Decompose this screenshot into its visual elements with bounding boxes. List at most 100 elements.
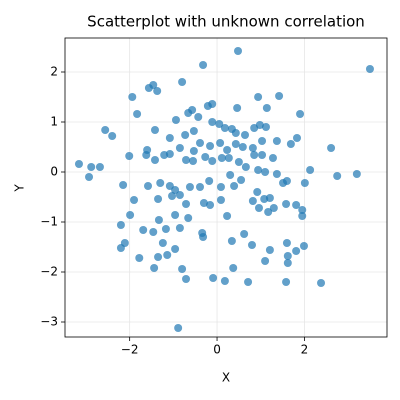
point bbox=[300, 179, 309, 187]
point bbox=[209, 274, 218, 282]
point bbox=[194, 113, 203, 121]
point bbox=[282, 239, 291, 247]
point bbox=[258, 151, 267, 159]
point bbox=[272, 170, 281, 178]
point bbox=[275, 92, 284, 100]
grid bbox=[65, 38, 387, 337]
x-tick-label: −2 bbox=[121, 343, 139, 357]
point bbox=[161, 225, 170, 233]
point bbox=[171, 186, 180, 194]
y-tick-label: 1 bbox=[50, 115, 58, 129]
point bbox=[171, 211, 180, 219]
point bbox=[153, 87, 162, 95]
point bbox=[233, 104, 242, 112]
point bbox=[215, 120, 224, 128]
point bbox=[231, 140, 240, 148]
point bbox=[156, 179, 165, 187]
x-tick-label: 2 bbox=[301, 343, 309, 357]
point bbox=[144, 84, 153, 92]
point bbox=[116, 221, 125, 229]
point bbox=[154, 195, 163, 203]
point bbox=[282, 200, 291, 208]
point bbox=[135, 254, 144, 262]
point bbox=[286, 140, 295, 148]
point bbox=[241, 131, 250, 139]
point bbox=[151, 156, 160, 164]
point bbox=[292, 134, 301, 142]
point bbox=[182, 275, 191, 283]
point bbox=[223, 212, 232, 220]
point bbox=[178, 78, 187, 86]
point bbox=[74, 160, 83, 168]
y-tick-label: −3 bbox=[40, 315, 58, 329]
point bbox=[238, 143, 247, 151]
y-tick-label: 0 bbox=[50, 165, 58, 179]
point bbox=[268, 154, 277, 162]
point bbox=[296, 110, 305, 118]
point bbox=[184, 109, 193, 117]
point bbox=[205, 177, 214, 185]
point bbox=[229, 264, 238, 272]
point bbox=[108, 132, 117, 140]
point bbox=[237, 176, 246, 184]
point bbox=[154, 253, 163, 261]
point bbox=[240, 230, 249, 238]
point bbox=[327, 144, 336, 152]
point bbox=[163, 251, 172, 259]
point bbox=[261, 257, 270, 265]
point bbox=[234, 158, 243, 166]
chart-title: Scatterplot with unknown correlation bbox=[87, 13, 365, 31]
point bbox=[85, 173, 94, 181]
point bbox=[119, 181, 128, 189]
point bbox=[150, 264, 159, 272]
x-tick-label: 0 bbox=[213, 343, 221, 357]
point bbox=[283, 259, 292, 267]
point bbox=[247, 241, 256, 249]
point bbox=[254, 204, 263, 212]
point bbox=[248, 144, 257, 152]
point bbox=[254, 166, 263, 174]
point bbox=[196, 183, 205, 191]
point bbox=[206, 201, 215, 209]
point bbox=[241, 163, 250, 171]
point bbox=[298, 206, 307, 214]
x-axis-label: X bbox=[222, 371, 230, 385]
point bbox=[298, 212, 307, 220]
point bbox=[189, 157, 198, 165]
point bbox=[265, 194, 274, 202]
point bbox=[306, 166, 315, 174]
point bbox=[282, 278, 291, 286]
point bbox=[189, 127, 198, 135]
points bbox=[74, 47, 374, 332]
point bbox=[248, 197, 257, 205]
plot-frame bbox=[64, 37, 388, 338]
y-axis-label: Y bbox=[13, 184, 27, 193]
point bbox=[149, 228, 158, 236]
point bbox=[208, 100, 217, 108]
point bbox=[258, 137, 267, 145]
point bbox=[199, 61, 208, 69]
point bbox=[168, 192, 177, 200]
point bbox=[130, 196, 139, 204]
point bbox=[199, 199, 208, 207]
point bbox=[230, 182, 239, 190]
point bbox=[220, 277, 229, 285]
point bbox=[254, 93, 263, 101]
point bbox=[171, 245, 180, 253]
point bbox=[95, 163, 104, 171]
point bbox=[128, 93, 137, 101]
point bbox=[151, 126, 160, 134]
point bbox=[265, 246, 274, 254]
point bbox=[231, 129, 240, 137]
point bbox=[160, 151, 169, 159]
point bbox=[196, 139, 205, 147]
point bbox=[154, 216, 163, 224]
point bbox=[133, 110, 142, 118]
point bbox=[87, 163, 96, 171]
point bbox=[184, 214, 193, 222]
point bbox=[352, 170, 361, 178]
point bbox=[262, 104, 271, 112]
point bbox=[217, 154, 226, 162]
point bbox=[261, 168, 270, 176]
